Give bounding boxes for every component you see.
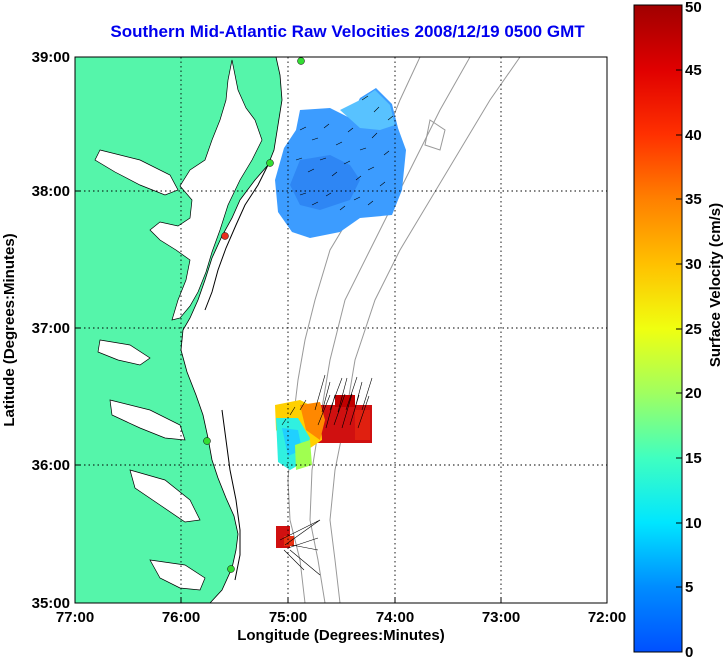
station-marker: [297, 57, 305, 65]
colorbar-tick-label: 50: [685, 0, 702, 16]
colorbar: [633, 4, 683, 653]
y-tick-label: 37:00: [32, 320, 70, 337]
velocity-field-central: [275, 395, 372, 470]
velocity-field-north: [275, 88, 406, 238]
map-grid: [75, 57, 607, 603]
tick-marks: [75, 190, 502, 603]
station-marker: [227, 565, 235, 573]
x-tick-label: 74:00: [376, 609, 414, 626]
colorbar-tick-label: 45: [685, 62, 702, 79]
y-tick-label: 39:00: [32, 49, 70, 66]
x-tick-label: 73:00: [482, 609, 520, 626]
velocity-field-south: [276, 526, 294, 548]
sound-waters: [94, 149, 206, 591]
x-tick-label: 72:00: [588, 609, 626, 626]
colorbar-tick-label: 35: [685, 191, 702, 208]
colorbar-tick-label: 25: [685, 321, 702, 338]
y-axis-label: Latitude (Degrees:Minutes): [1, 233, 18, 426]
x-axis-label: Longitude (Degrees:Minutes): [237, 627, 445, 644]
y-tick-label: 35:00: [32, 595, 70, 612]
y-tick-label: 38:00: [32, 183, 70, 200]
colorbar-tick-label: 20: [685, 385, 702, 402]
colorbar-tick-label: 10: [685, 515, 702, 532]
station-marker: [203, 437, 211, 445]
velocity-vectors: [279, 95, 394, 576]
colorbar-tick-label: 30: [685, 256, 702, 273]
station-marker: [221, 232, 229, 240]
plot-frame: [74, 56, 608, 604]
colorbar-tick-label: 5: [685, 579, 693, 596]
x-tick-label: 75:00: [269, 609, 307, 626]
barrier-islands: [204, 164, 269, 581]
chesapeake-bay: [149, 59, 263, 321]
x-tick-label: 76:00: [162, 609, 200, 626]
colorbar-tick-label: 40: [685, 127, 702, 144]
colorbar-tick-label: 15: [685, 450, 702, 467]
colorbar-tick-label: 0: [685, 644, 693, 659]
colorbar-ticks: [676, 69, 682, 588]
colorbar-label: Surface Velocity (cm/s): [707, 203, 724, 367]
x-tick-label: 77:00: [56, 609, 94, 626]
station-marker: [266, 159, 274, 167]
y-tick-label: 36:00: [32, 457, 70, 474]
map-title: Southern Mid-Atlantic Raw Velocities 200…: [110, 22, 585, 41]
station-markers: [203, 57, 305, 573]
